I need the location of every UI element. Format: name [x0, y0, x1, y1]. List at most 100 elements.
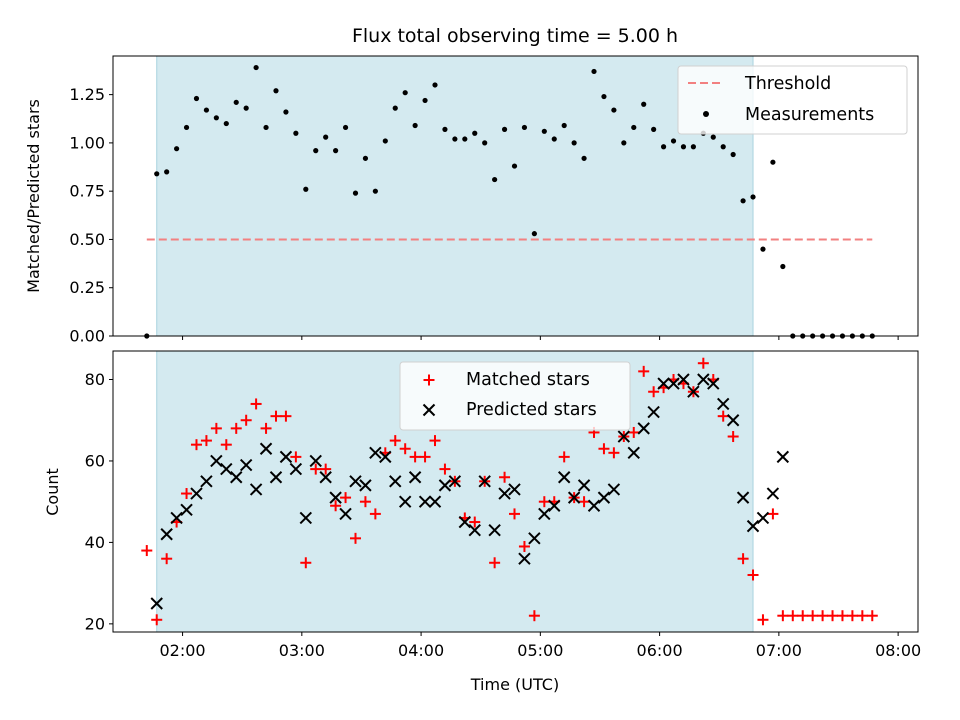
predicted-star-point-b — [667, 377, 680, 390]
predicted-star-point — [289, 462, 303, 476]
predicted-star-point — [746, 519, 760, 533]
measurement-point — [591, 68, 597, 75]
bottom-axes-frame — [112, 350, 919, 633]
predicted-star-point — [309, 454, 322, 468]
matched-star-point — [697, 357, 709, 369]
predicted-star-point — [647, 405, 660, 419]
predicted-star-point — [398, 495, 412, 508]
top-y-tick-label: 0.75 — [69, 182, 105, 201]
predicted-star-point — [468, 523, 481, 537]
predicted-star-point — [349, 475, 362, 488]
predicted-star-point-b — [627, 446, 640, 460]
matched-star-point — [290, 451, 302, 463]
predicted-star-point — [220, 462, 233, 476]
predicted-star-point-b — [677, 373, 690, 386]
predicted-star-point-b — [577, 479, 591, 492]
legend-measurement-label: Measurements — [745, 105, 874, 125]
measurement-point — [432, 82, 438, 88]
predicted-star-point — [717, 397, 730, 411]
predicted-star-point-b — [428, 495, 442, 508]
matched-star-point — [389, 435, 401, 447]
predicted-star-point — [299, 511, 313, 525]
top-panel: 0.00 0.25 0.50 0.75 1.00 1.25 Matched/Predict… — [24, 55, 919, 346]
measurement-point — [174, 146, 180, 152]
measurement-point — [243, 105, 249, 111]
matched-star-point — [727, 431, 739, 443]
top-y-tick-label: 0.50 — [69, 230, 105, 249]
x-tick-label: 03:00 — [279, 641, 325, 660]
predicted-star-point — [180, 503, 193, 517]
predicted-star-point — [617, 430, 631, 443]
matched-star-point — [320, 463, 332, 475]
predicted-star-point — [488, 523, 501, 537]
predicted-star-point — [319, 471, 332, 484]
measurement-point — [541, 128, 547, 134]
measurement-point — [233, 99, 239, 105]
measurement-point — [273, 88, 279, 94]
predicted-star-point-b — [587, 499, 601, 512]
predicted-star-point-b — [647, 405, 660, 419]
predicted-star-point-b — [617, 430, 631, 443]
matched-star-point — [359, 496, 371, 508]
predicted-star-point-b — [339, 507, 352, 521]
x-axis-label: Time (UTC) — [470, 675, 559, 694]
legend-predicted-label: Predicted stars — [466, 400, 597, 420]
predicted-star-point — [677, 373, 690, 386]
predicted-star-point-b — [498, 487, 511, 500]
predicted-star-point-b — [408, 471, 422, 484]
legend-matched-swatch — [423, 374, 435, 386]
top-x-ticks — [182, 336, 899, 340]
x-tick-label: 05:00 — [517, 641, 563, 660]
measurement-point — [621, 140, 627, 146]
measurement-point — [730, 151, 736, 158]
legend-predicted-swatch — [422, 403, 436, 417]
legend-predicted-marker-b — [422, 403, 436, 417]
predicted-star-point — [756, 511, 770, 525]
predicted-star-point-b — [567, 491, 581, 504]
measurement-point — [641, 101, 647, 107]
predicted-star-point — [438, 479, 452, 492]
matched-star-point — [250, 398, 262, 410]
predicted-star-point-b — [707, 377, 720, 390]
matched-star-point — [767, 508, 779, 520]
predicted-star-point-b — [687, 385, 700, 398]
matched-star-point — [608, 447, 620, 459]
matched-star-point — [181, 488, 193, 500]
bottom-legend-box — [399, 361, 631, 431]
predicted-star-point-b — [230, 471, 243, 484]
matched-star-point — [528, 610, 540, 622]
measurement-point — [710, 134, 716, 140]
measurement-point — [521, 124, 528, 131]
x-tick-label: 02:00 — [160, 641, 206, 660]
matched-star-point — [717, 410, 729, 422]
bottom-y-ticks: 20 40 60 80 — [85, 370, 113, 633]
matched-star-point — [866, 610, 878, 622]
top-y-tick-label: 0.25 — [69, 278, 105, 297]
matched-star-point — [230, 422, 242, 434]
measurement-point — [164, 169, 170, 175]
matched-star-point — [648, 386, 660, 398]
predicted-star-point — [567, 491, 581, 504]
predicted-star-point — [210, 454, 223, 468]
matched-star-point — [429, 435, 441, 447]
measurement-point — [482, 140, 488, 146]
predicted-star-point-b — [508, 483, 521, 496]
matched-star-point — [757, 614, 769, 626]
bottom-y-tick-label: 20 — [85, 614, 105, 633]
predicted-star-point-b — [220, 462, 233, 476]
predicted-star-point — [776, 450, 790, 464]
predicted-star-point — [498, 487, 511, 500]
matched-star-point — [638, 365, 650, 377]
measurement-point — [780, 263, 786, 270]
matched-star-point — [439, 463, 451, 475]
predicted-star-point-b — [210, 454, 223, 468]
legend-measurement-swatch — [703, 111, 709, 117]
predicted-star-point — [478, 475, 491, 488]
predicted-star-point — [726, 414, 740, 427]
measurement-point — [501, 126, 508, 132]
matched-star-point — [509, 508, 521, 520]
predicted-star-point — [587, 499, 601, 512]
top-y-tick-label: 1.00 — [69, 133, 105, 152]
predicted-star-point — [548, 499, 561, 512]
